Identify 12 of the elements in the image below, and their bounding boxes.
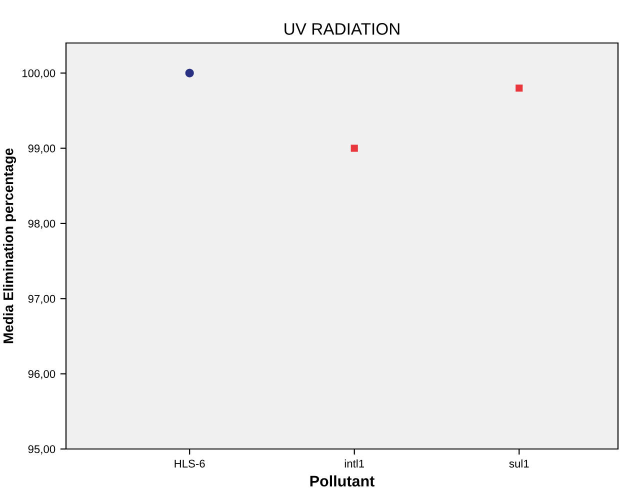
y-tick-label: 100,00: [22, 69, 56, 79]
y-tick-label: 97,00: [28, 294, 56, 304]
chart-title: UV RADIATION: [284, 23, 400, 35]
x-axis-title: Pollutant: [310, 475, 374, 487]
x-tick-label: sul1: [509, 459, 529, 468]
y-tick-label: 96,00: [28, 370, 56, 380]
y-tick-label: 98,00: [28, 220, 56, 229]
y-tick-label: 99,00: [28, 144, 56, 154]
y-axis-title: Media Elimination percentage: [3, 148, 16, 344]
x-tick-label: intl1: [344, 459, 364, 468]
x-tick-label: HLS-6: [174, 460, 205, 468]
y-tick-label: 95,00: [28, 445, 56, 454]
